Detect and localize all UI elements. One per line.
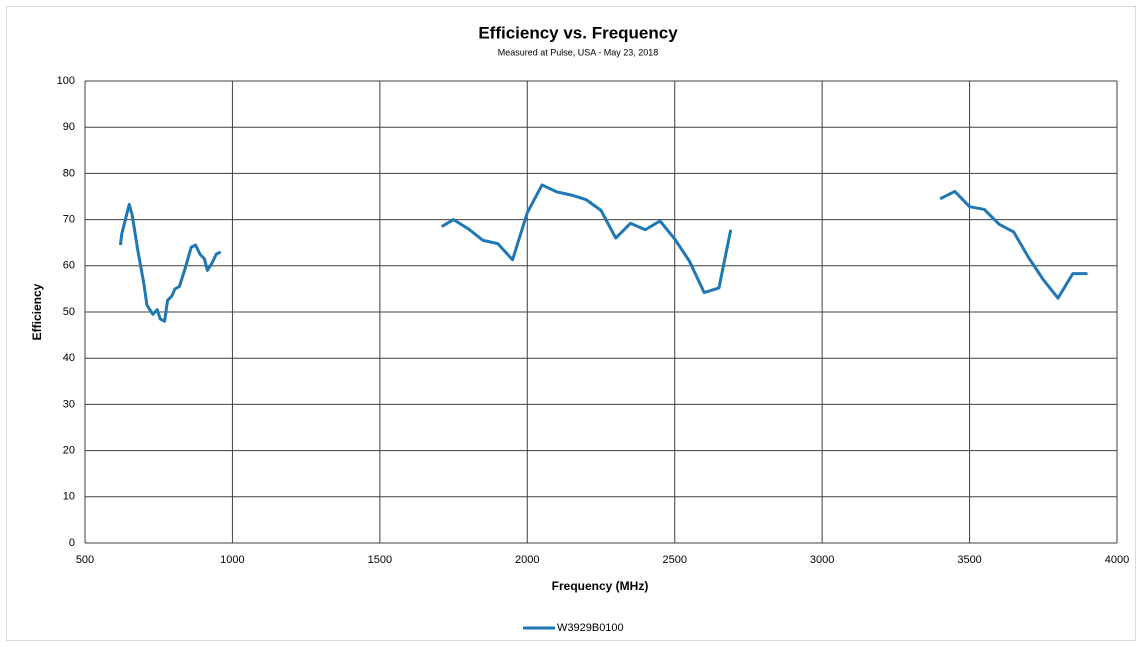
x-axis-title: Frequency (MHz) <box>552 579 649 593</box>
x-tick-label: 2500 <box>662 554 686 566</box>
y-tick-label: 50 <box>63 306 75 318</box>
y-tick-label: 70 <box>63 214 75 226</box>
x-tick-label: 4000 <box>1105 554 1129 566</box>
y-tick-label: 80 <box>63 167 75 179</box>
x-tick-label: 500 <box>76 554 94 566</box>
x-tick-label: 1500 <box>368 554 392 566</box>
chart-subtitle: Measured at Pulse, USA - May 23, 2018 <box>498 47 659 57</box>
y-tick-label: 60 <box>63 260 75 272</box>
y-tick-label: 90 <box>63 121 75 133</box>
y-tick-label: 100 <box>57 75 75 87</box>
y-tick-label: 20 <box>63 445 75 457</box>
x-tick-label: 1000 <box>220 554 244 566</box>
y-tick-label: 40 <box>63 352 75 364</box>
data-line <box>118 183 1088 323</box>
y-tick-label: 30 <box>63 398 75 410</box>
chart-border <box>6 6 1136 641</box>
y-axis-title: Efficiency <box>30 283 44 340</box>
x-tick-label: 3500 <box>957 554 981 566</box>
y-tick-label: 0 <box>69 537 75 549</box>
x-tick-label: 3000 <box>810 554 834 566</box>
y-tick-label: 10 <box>63 491 75 503</box>
x-tick-label: 2000 <box>515 554 539 566</box>
legend-label: W3929B0100 <box>557 622 624 634</box>
chart-title: Efficiency vs. Frequency <box>478 23 678 42</box>
